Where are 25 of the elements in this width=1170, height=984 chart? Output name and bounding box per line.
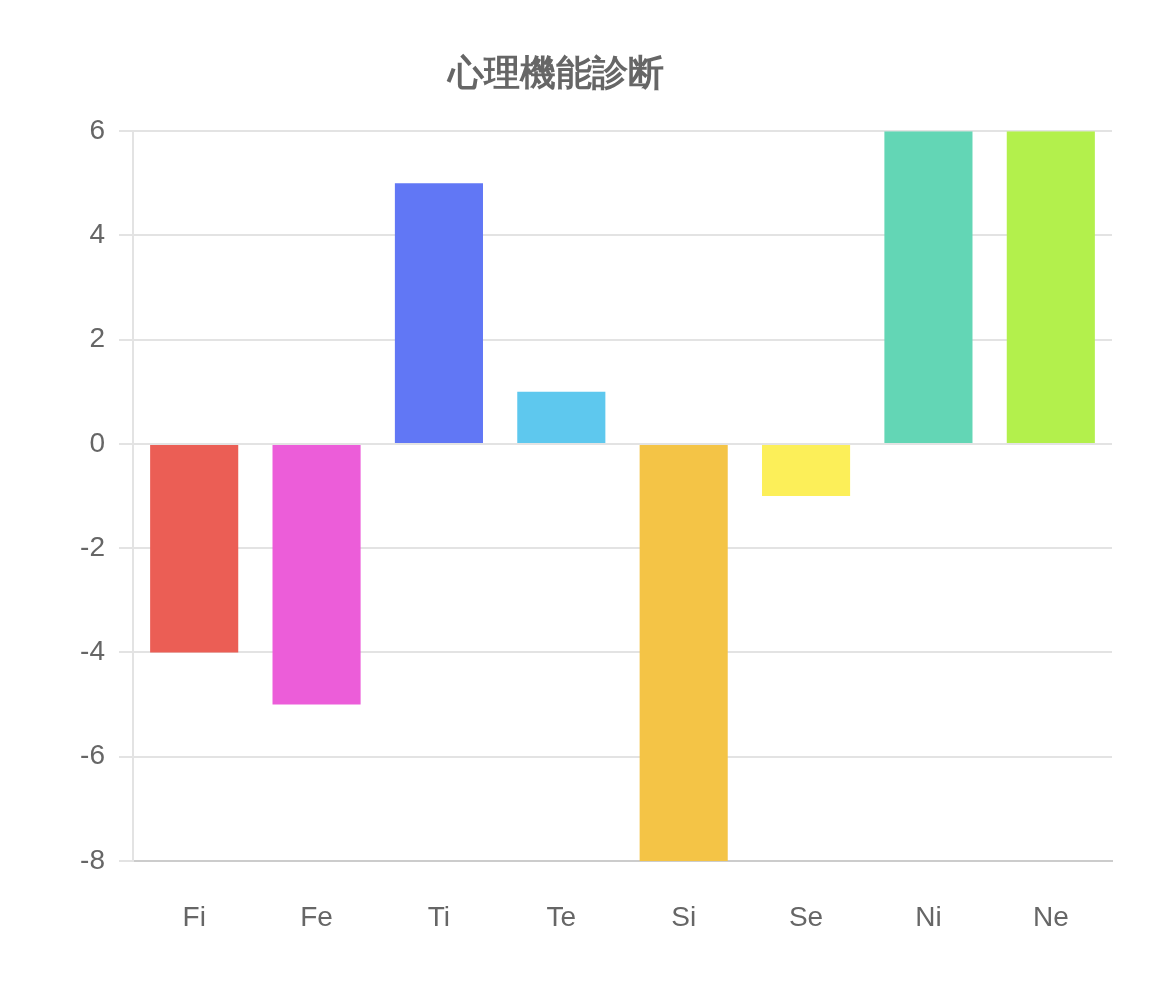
bar (639, 444, 728, 861)
x-tick-label: Ti (427, 900, 451, 932)
x-tick-label: Fi (182, 900, 206, 932)
bar (884, 131, 973, 443)
bar (150, 444, 239, 653)
x-tick-label: Te (546, 900, 577, 932)
y-tick-label: 0 (89, 426, 105, 458)
x-tick-label: Ni (915, 900, 942, 932)
bar (762, 444, 851, 497)
y-tick-label: -4 (80, 635, 105, 667)
y-tick-label: -6 (80, 739, 105, 771)
bar (1006, 131, 1095, 443)
y-tick-label: -8 (80, 843, 105, 875)
bar (394, 183, 483, 443)
y-tick-label: 6 (89, 113, 105, 145)
chart-title: 心理機能診断 (446, 51, 664, 93)
x-tick-label: Fe (300, 900, 333, 932)
x-tick-label: Se (788, 900, 824, 932)
y-tick-label: -2 (80, 530, 105, 562)
y-tick-label: 4 (89, 218, 105, 250)
x-tick-label: Ne (1032, 900, 1069, 932)
y-tick-label: 2 (89, 322, 105, 354)
bar (517, 391, 606, 443)
x-tick-label: Si (671, 900, 697, 932)
bar (272, 444, 361, 705)
